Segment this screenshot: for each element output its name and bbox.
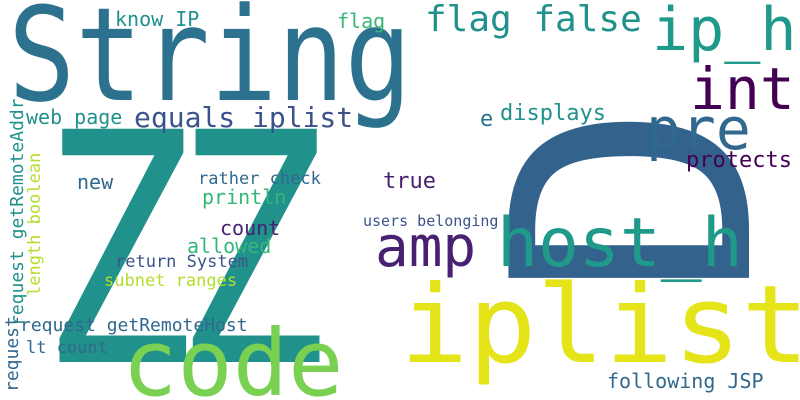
word-lt-count: lt count	[26, 340, 108, 357]
word-request-getremotehost: request getRemoteHost	[20, 317, 248, 335]
word-protects: protects	[686, 150, 792, 172]
word-users-belonging: users belonging	[363, 214, 498, 229]
word-request: request	[4, 316, 22, 392]
word-length-boolean: length boolean	[27, 153, 44, 296]
word-e: e	[480, 109, 493, 131]
word-flag: flag	[337, 11, 385, 31]
word-return-system: return System	[115, 254, 248, 271]
word-true: true	[383, 171, 436, 193]
word-flag-false: flag false	[425, 2, 642, 38]
word-know-ip: know IP	[115, 9, 199, 29]
word-displays: displays	[500, 103, 606, 125]
word-equals-iplist: equals iplist	[134, 104, 353, 132]
word-new: new	[77, 172, 113, 192]
word-ip-h: ip_h	[652, 0, 797, 60]
word-web-page: web page	[26, 107, 122, 127]
word-host-h: host_h	[497, 210, 743, 278]
word-println: println	[202, 187, 286, 207]
word-subnet-ranges: subnet ranges	[104, 273, 237, 290]
word-following-jsp: following JSP	[607, 371, 764, 391]
word-iplist: iplist	[400, 272, 800, 380]
